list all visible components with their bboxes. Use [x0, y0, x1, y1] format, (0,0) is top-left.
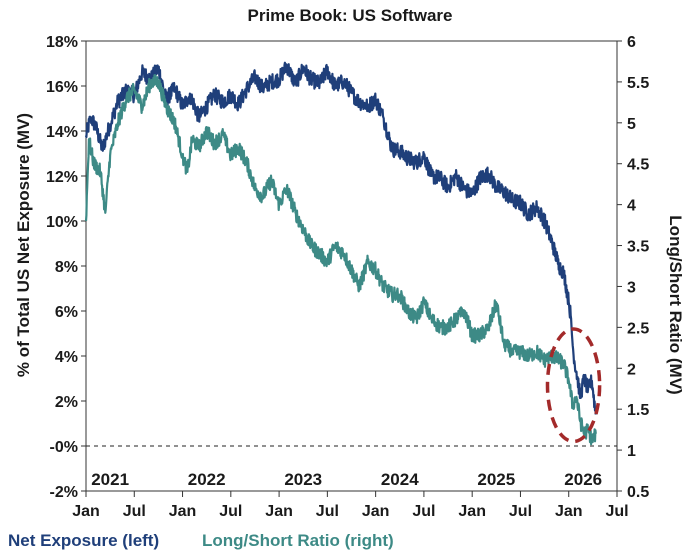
left-tick-label: -0%	[50, 439, 78, 456]
highlight-ellipse	[545, 327, 602, 444]
left-tick-label: 10%	[46, 214, 78, 231]
right-axis: 0.5 1 1.5 2 2.5 3 3.5 4 4.5 5 5.5 6	[617, 34, 649, 501]
left-axis: -2% -0% 2% 4% 6% 8% 10% 12% 14% 16% 18%	[46, 34, 86, 501]
year-label: 2023	[284, 470, 322, 489]
net-exposure-line	[84, 61, 597, 415]
left-tick-label: -2%	[50, 484, 78, 501]
left-tick-label: 14%	[46, 124, 78, 141]
right-tick-label: 3	[627, 279, 636, 296]
x-tick-label: Jan	[555, 503, 583, 520]
right-tick-label: 3.5	[627, 239, 649, 256]
left-tick-label: 2%	[55, 394, 78, 411]
left-tick-label: 16%	[46, 79, 78, 96]
right-tick-label: 2	[627, 361, 636, 378]
long-short-ratio-line	[84, 74, 597, 446]
x-tick-label: Jul	[219, 503, 242, 520]
right-tick-label: 0.5	[627, 484, 649, 501]
right-tick-label: 1.5	[627, 402, 649, 419]
x-tick-label: Jul	[412, 503, 435, 520]
year-label: 2024	[381, 470, 419, 489]
right-axis-title: Long/Short Ratio (MV)	[666, 215, 685, 394]
right-tick-label: 5.5	[627, 75, 649, 92]
x-tick-label: Jul	[509, 503, 532, 520]
x-axis: Jan Jul Jan Jul Jan Jul Jan Jul Jan Jul Jan Jul	[72, 491, 629, 520]
left-tick-label: 12%	[46, 169, 78, 186]
x-tick-label: Jul	[123, 503, 146, 520]
year-label: 2021	[91, 470, 129, 489]
left-axis-title: % of Total US Net Exposure (MV)	[14, 113, 33, 377]
right-tick-label: 4.5	[627, 157, 649, 174]
x-tick-label: Jan	[362, 503, 390, 520]
x-tick-label: Jan	[265, 503, 293, 520]
right-tick-label: 6	[627, 34, 636, 51]
x-tick-label: Jul	[605, 503, 628, 520]
x-tick-label: Jan	[169, 503, 197, 520]
left-tick-label: 8%	[55, 259, 78, 276]
chart-title: Prime Book: US Software	[248, 6, 453, 25]
year-label: 2026	[564, 470, 602, 489]
right-tick-label: 1	[627, 443, 636, 460]
x-tick-label: Jul	[316, 503, 339, 520]
year-labels: 2021 2022 2023 2024 2025 2026	[91, 470, 602, 489]
right-tick-label: 4	[627, 198, 636, 215]
left-tick-label: 4%	[55, 349, 78, 366]
x-tick-label: Jan	[458, 503, 486, 520]
legend-long-short-ratio: Long/Short Ratio (right)	[202, 531, 394, 550]
x-tick-label: Jan	[72, 503, 100, 520]
left-tick-label: 6%	[55, 304, 78, 321]
year-label: 2025	[477, 470, 515, 489]
left-tick-label: 18%	[46, 34, 78, 51]
right-tick-label: 5	[627, 116, 636, 133]
right-tick-label: 2.5	[627, 320, 649, 337]
highlight-layer	[545, 327, 602, 444]
legend-net-exposure: Net Exposure (left)	[8, 531, 159, 550]
year-label: 2022	[188, 470, 226, 489]
series-layer	[84, 61, 597, 446]
